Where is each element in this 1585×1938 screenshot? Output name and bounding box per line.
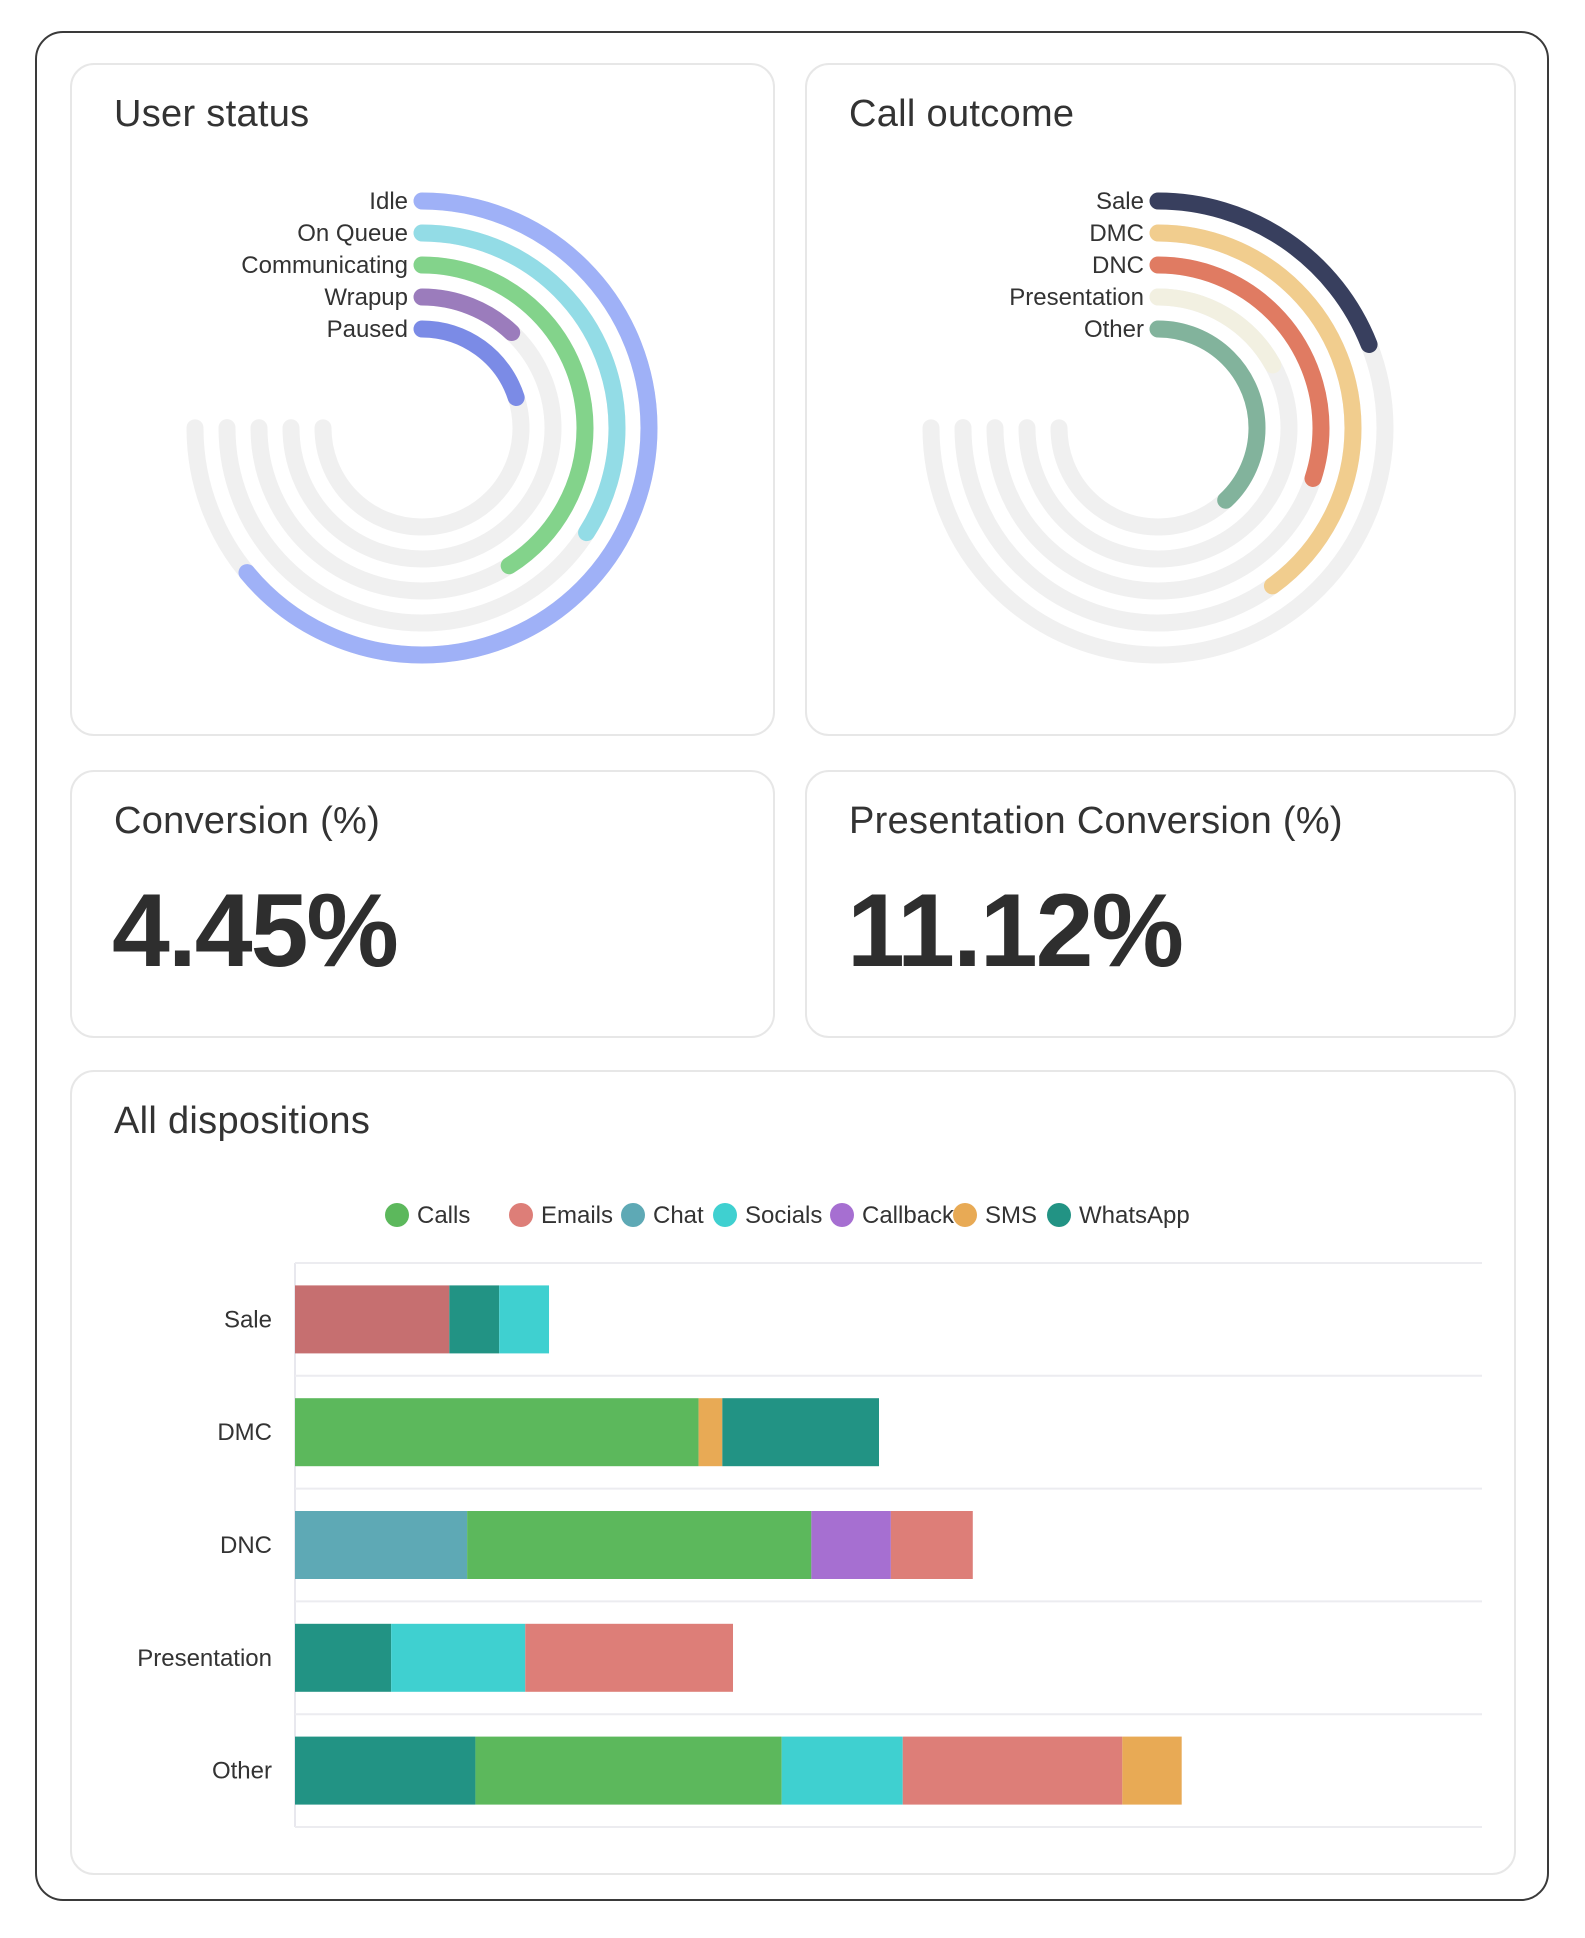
presentation-conversion-card: Presentation Conversion (%) 11.12% <box>805 770 1516 1038</box>
conversion-value: 4.45% <box>112 873 399 989</box>
user-status-card: User status Idle On Queue Communicating Wra… <box>70 63 775 736</box>
legend-label: Calls <box>417 1202 470 1229</box>
bar-sale-socials[interactable] <box>499 1285 550 1354</box>
legend-marker <box>1047 1203 1071 1227</box>
bar-other-whatsapp[interactable] <box>295 1736 476 1805</box>
bar-dmc-whatsapp[interactable] <box>722 1398 880 1467</box>
legend-label: WhatsApp <box>1079 1202 1190 1229</box>
radial-label-dmc: DMC <box>1089 220 1144 247</box>
radial-bar-dnc[interactable] <box>986 256 1330 600</box>
radial-series-paused: Paused <box>314 316 530 536</box>
all-dispositions-card: All dispositions Calls Emails Chat Socials C… <box>70 1070 1516 1875</box>
presentation-conversion-value: 11.12% <box>847 873 1184 989</box>
radial-label-on-queue: On Queue <box>297 220 408 247</box>
bar-sale-emails[interactable] <box>295 1285 450 1354</box>
category-label-other: Other <box>212 1758 272 1785</box>
bar-dnc-callback[interactable] <box>811 1511 891 1579</box>
legend-marker <box>713 1203 737 1227</box>
bar-other-socials[interactable] <box>781 1736 903 1805</box>
bar-dnc-emails[interactable] <box>890 1511 973 1579</box>
bar-other-emails[interactable] <box>902 1736 1123 1805</box>
radial-series-idle: Idle <box>186 188 658 664</box>
legend-marker <box>953 1203 977 1227</box>
legend-marker <box>621 1203 645 1227</box>
radial-label-communicating: Communicating <box>241 252 408 279</box>
radial-series-other: Other <box>1050 316 1266 536</box>
radial-bar-idle[interactable] <box>186 192 658 664</box>
category-label-sale: Sale <box>224 1306 272 1333</box>
radial-bar-paused[interactable] <box>314 320 530 536</box>
radial-bar-presentation[interactable] <box>1018 288 1298 568</box>
user-status-title: User status <box>114 93 310 135</box>
radial-label-other: Other <box>1084 316 1144 343</box>
radial-bar-sale[interactable] <box>922 192 1394 664</box>
radial-label-idle: Idle <box>369 188 408 215</box>
radial-bar-dmc[interactable] <box>954 224 1362 632</box>
radial-bar-communicating[interactable] <box>250 256 594 600</box>
bar-dmc-calls[interactable] <box>295 1398 699 1467</box>
radial-label-wrapup: Wrapup <box>324 284 408 311</box>
user-status-radial-chart: Idle On Queue Communicating Wrapup Paused <box>186 188 658 664</box>
bar-presentation-socials[interactable] <box>391 1623 526 1692</box>
legend-item-chat[interactable]: Chat <box>621 1202 704 1229</box>
radial-series-dmc: DMC <box>954 220 1362 632</box>
legend-item-socials[interactable]: Socials <box>713 1202 822 1229</box>
call-outcome-card: Call outcome Sale DMC DNC Presentation Other <box>805 63 1516 736</box>
legend-item-callback[interactable]: Callback <box>830 1202 955 1229</box>
conversion-card: Conversion (%) 4.45% <box>70 770 775 1038</box>
legend-label: SMS <box>985 1202 1037 1229</box>
legend-item-whatsapp[interactable]: WhatsApp <box>1047 1202 1190 1229</box>
bar-presentation-emails[interactable] <box>525 1623 734 1692</box>
radial-label-presentation: Presentation <box>1009 284 1144 311</box>
all-dispositions-title: All dispositions <box>114 1100 371 1142</box>
legend-item-emails[interactable]: Emails <box>509 1202 613 1229</box>
radial-bar-wrapup[interactable] <box>282 288 562 568</box>
category-label-dmc: DMC <box>217 1419 272 1446</box>
radial-label-sale: Sale <box>1096 188 1144 215</box>
all-dispositions-bar-chart: Calls Emails Chat Socials Callback SMS WhatsAp… <box>137 1202 1482 1828</box>
bar-presentation-whatsapp[interactable] <box>295 1623 392 1692</box>
radial-series-presentation: Presentation <box>1009 284 1298 568</box>
bar-dnc-chat[interactable] <box>295 1511 468 1579</box>
presentation-conversion-title: Presentation Conversion (%) <box>849 800 1343 842</box>
conversion-title: Conversion (%) <box>114 800 381 842</box>
legend-marker <box>509 1203 533 1227</box>
legend-label: Chat <box>653 1202 704 1229</box>
bar-dmc-sms[interactable] <box>698 1398 723 1467</box>
radial-series-sale: Sale <box>922 188 1394 664</box>
bar-other-calls[interactable] <box>475 1736 782 1805</box>
legend-label: Emails <box>541 1202 613 1229</box>
radial-label-dnc: DNC <box>1092 252 1144 279</box>
radial-series-communicating: Communicating <box>241 252 594 600</box>
legend-item-sms[interactable]: SMS <box>953 1202 1037 1229</box>
legend-item-calls[interactable]: Calls <box>385 1202 470 1229</box>
legend-marker <box>830 1203 854 1227</box>
radial-series-wrapup: Wrapup <box>282 284 562 568</box>
bar-dnc-calls[interactable] <box>467 1511 812 1579</box>
radial-series-on-queue: On Queue <box>218 220 626 632</box>
call-outcome-title: Call outcome <box>849 93 1075 135</box>
bar-sale-whatsapp[interactable] <box>449 1285 500 1354</box>
radial-bar-on-queue[interactable] <box>218 224 626 632</box>
legend-marker <box>385 1203 409 1227</box>
category-label-presentation: Presentation <box>137 1645 272 1672</box>
dashboard-frame: User status Idle On Queue Communicating Wra… <box>35 31 1549 1901</box>
radial-label-paused: Paused <box>327 316 408 343</box>
call-outcome-radial-chart: Sale DMC DNC Presentation Other <box>922 188 1394 664</box>
legend-label: Socials <box>745 1202 822 1229</box>
category-label-dnc: DNC <box>220 1532 272 1559</box>
radial-series-dnc: DNC <box>986 252 1330 600</box>
radial-bar-other[interactable] <box>1050 320 1266 536</box>
bar-other-sms[interactable] <box>1122 1736 1182 1805</box>
legend-label: Callback <box>862 1202 955 1229</box>
